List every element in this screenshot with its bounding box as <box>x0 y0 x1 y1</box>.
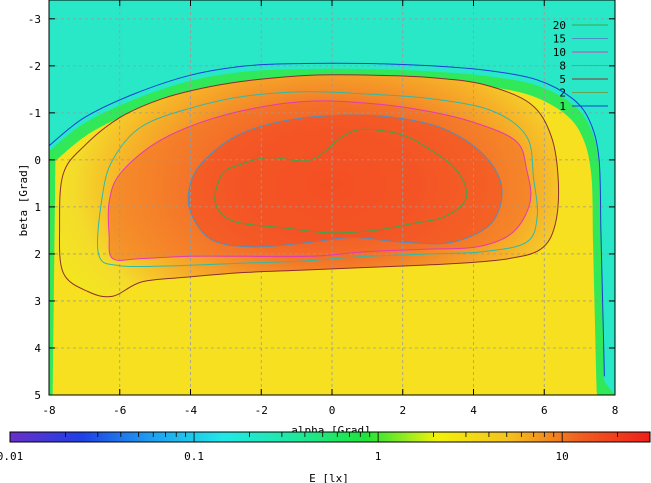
y-tick-label: -2 <box>28 60 41 73</box>
x-tick-label: 4 <box>470 404 477 417</box>
y-tick-label: 2 <box>34 248 41 261</box>
colorbar-tick-label: 1 <box>375 450 382 463</box>
colorbar-tick-label: 10 <box>556 450 569 463</box>
y-tick-label: 0 <box>34 154 41 167</box>
contour-line-8 <box>97 91 538 268</box>
legend-label: 5 <box>559 73 566 86</box>
x-tick-label: -4 <box>184 404 198 417</box>
x-tick-label: -8 <box>42 404 55 417</box>
legend-label: 8 <box>559 60 566 73</box>
y-tick-label: -3 <box>28 13 41 26</box>
y-tick-label: 1 <box>34 201 41 214</box>
x-tick-label: -6 <box>113 404 126 417</box>
contour-line-10 <box>107 100 532 261</box>
colorbar: 0.01 0.1 1 10 <box>0 431 651 463</box>
y-tick-label: -1 <box>28 107 41 120</box>
colorbar-title: E [lx] <box>309 472 349 483</box>
y-tick-label: 5 <box>34 389 41 402</box>
legend-label: 1 <box>559 100 566 113</box>
contour-lines <box>49 62 605 377</box>
colorbar-tick-label: 0.01 <box>0 450 23 463</box>
contour-line-15 <box>187 114 503 248</box>
x-tick-label: 0 <box>329 404 336 417</box>
x-tick-label: 2 <box>399 404 406 417</box>
x-tick-label: -2 <box>255 404 268 417</box>
y-tick-label: 3 <box>34 295 41 308</box>
x-tick-label: 8 <box>612 404 619 417</box>
legend-label: 15 <box>553 33 566 46</box>
legend-label: 10 <box>553 46 566 59</box>
contour-line-5 <box>58 74 560 298</box>
legend-label: 20 <box>553 19 566 32</box>
legend-label: 2 <box>559 87 566 100</box>
y-tick-label: 4 <box>34 342 41 355</box>
gridlines <box>49 0 615 395</box>
field-peak-region <box>188 115 503 247</box>
colorbar-tick-label: 0.1 <box>184 450 204 463</box>
contour-line-1 <box>49 62 605 377</box>
x-tick-label: 6 <box>541 404 548 417</box>
y-axis-label: beta [Grad] <box>17 164 30 237</box>
contour-line-20 <box>214 128 468 234</box>
